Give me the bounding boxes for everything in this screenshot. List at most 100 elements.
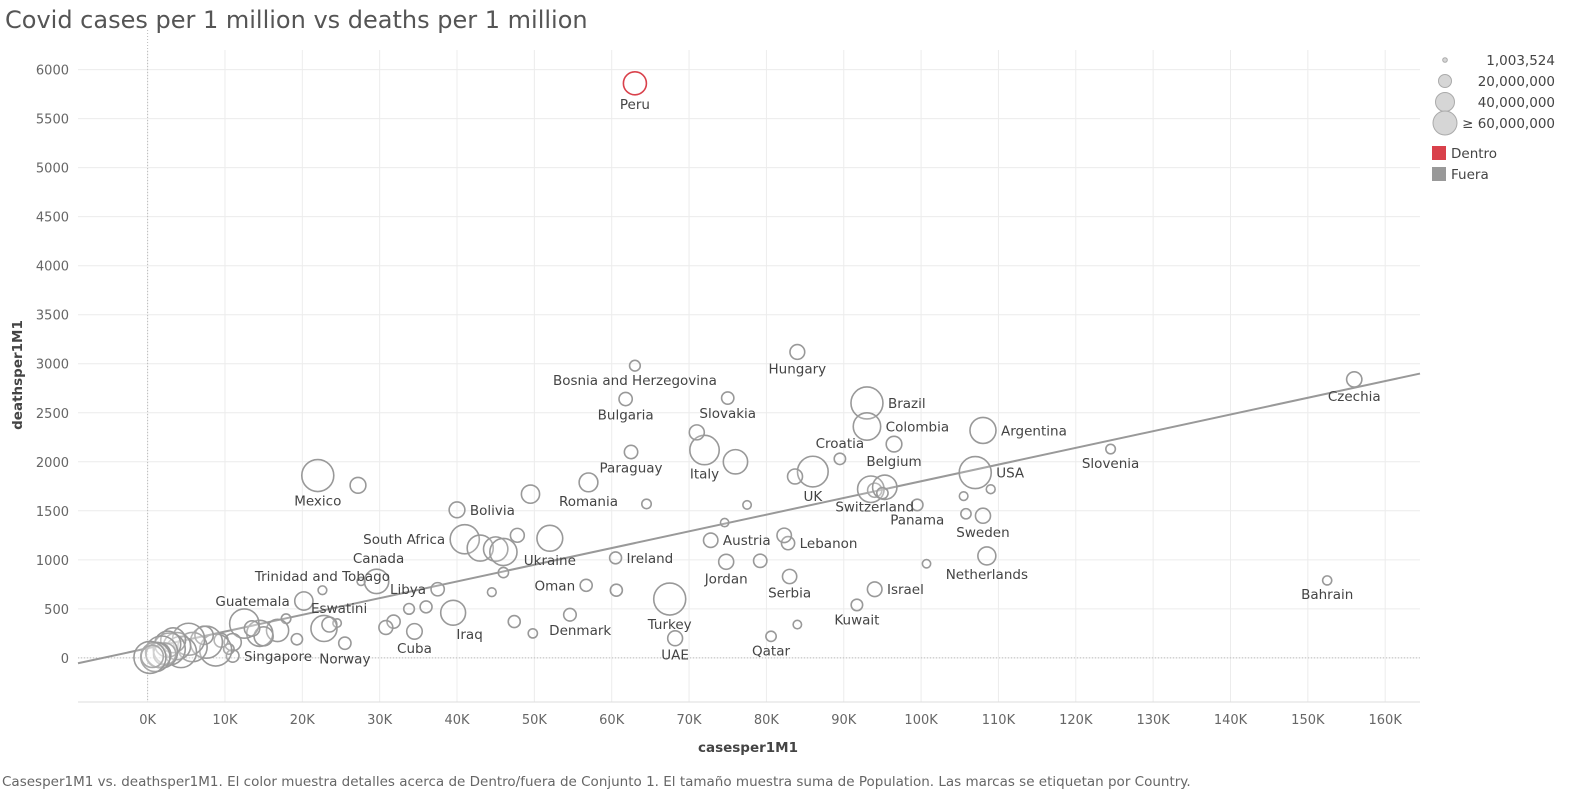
data-point (363, 568, 390, 595)
data-point (850, 598, 864, 612)
point-label: Guatemala (215, 594, 289, 610)
data-point (789, 343, 806, 361)
data-point (378, 619, 394, 636)
data-point (489, 537, 518, 567)
point-label: Qatar (752, 643, 790, 659)
data-point (321, 616, 338, 633)
point-label: Lebanon (800, 536, 858, 552)
y-tick-label: 2000 (36, 456, 69, 471)
data-point (402, 602, 416, 616)
data-point (520, 484, 541, 505)
point-label: Slovakia (699, 406, 756, 422)
data-point (293, 591, 314, 611)
data-point (921, 558, 932, 569)
y-tick-label: 4500 (36, 211, 69, 226)
point-label: Panama (890, 513, 944, 529)
data-point (752, 553, 768, 569)
point-label: Peru (620, 97, 650, 113)
legend-size-marker (1432, 110, 1458, 136)
labels-layer: Peru Czechia Hungary Bosnia and Herzegovina… (215, 97, 1380, 667)
data-point (536, 524, 564, 552)
data-point (243, 619, 261, 637)
data-point (419, 600, 433, 614)
point-label: Kuwait (834, 613, 879, 629)
point-label: Cuba (397, 641, 432, 657)
data-point (969, 416, 997, 445)
data-point (486, 587, 497, 598)
point-label: Mexico (294, 494, 341, 510)
trend-layer (77, 372, 1421, 665)
y-tick-label: 3000 (36, 358, 69, 373)
point-label: Brazil (888, 396, 926, 412)
data-point (618, 391, 634, 407)
data-point (507, 614, 522, 629)
point-label: Belgium (866, 454, 921, 470)
point-label: Bolivia (470, 503, 515, 519)
data-point (792, 619, 803, 630)
point-label: Netherlands (946, 567, 1028, 583)
data-point (623, 444, 639, 460)
data-point (439, 599, 467, 627)
legend-size-marker (1442, 57, 1448, 63)
data-point (719, 517, 730, 528)
point-label: Croatia (816, 436, 865, 452)
point-label: UAE (661, 648, 689, 664)
data-point (720, 391, 735, 406)
axes-layer: 0K 10K 20K 30K 40K 50K 60K 70K 80K 90K 100K 110K 120… (10, 64, 1420, 756)
point-label: South Africa (363, 532, 445, 548)
legend-color-swatch (1432, 146, 1446, 160)
point-label: Romania (559, 494, 618, 510)
point-label: Ukraine (524, 553, 576, 569)
legend-size-label: 40,000,000 (1478, 95, 1555, 111)
point-label: Trinidad and Tobago (254, 569, 390, 585)
scatter-chart: 0K 10K 20K 30K 40K 50K 60K 70K 80K 90K 100K 110K 120… (10, 30, 1555, 756)
data-point (866, 581, 883, 598)
point-label: Czechia (1328, 389, 1381, 405)
data-point (702, 532, 719, 549)
x-tick-label: 110K (982, 713, 1016, 728)
point-label: Norway (319, 651, 370, 667)
data-point (448, 501, 466, 519)
data-point (133, 640, 167, 675)
data-point (977, 546, 997, 566)
data-point (349, 476, 367, 495)
y-tick-label: 6000 (36, 64, 69, 79)
data-point (527, 627, 539, 639)
data-point (974, 507, 992, 525)
data-point (386, 614, 401, 629)
data-point (776, 527, 793, 544)
x-tick-label: 130K (1136, 713, 1170, 728)
data-point (958, 491, 969, 502)
x-tick-label: 10K (212, 713, 238, 728)
data-point (337, 636, 352, 651)
point-label: Bahrain (1301, 587, 1353, 603)
data-point (852, 411, 882, 441)
data-point (960, 507, 972, 520)
y-tick-label: 1500 (36, 505, 69, 520)
point-label: Sweden (956, 525, 1009, 541)
x-tick-label: 70K (677, 713, 703, 728)
data-point (833, 452, 847, 466)
grid-layer (78, 30, 1420, 702)
data-point (985, 484, 996, 495)
data-point (666, 630, 684, 647)
chart-title: Covid cases per 1 million vs deaths per … (5, 6, 588, 34)
y-tick-label: 0 (61, 652, 69, 667)
legend-size-label: ≥ 60,000,000 (1462, 116, 1555, 132)
data-point (850, 386, 884, 420)
data-point (1105, 443, 1117, 455)
data-point (497, 566, 510, 579)
point-label: Hungary (769, 361, 827, 377)
data-point (765, 630, 778, 643)
y-tick-label: 2500 (36, 407, 69, 422)
point-label: Eswatini (311, 601, 367, 617)
point-label: Iraq (456, 627, 482, 643)
data-point (290, 632, 304, 646)
point-label: Denmark (549, 623, 611, 639)
x-tick-label: 120K (1059, 713, 1093, 728)
data-point (885, 435, 903, 453)
point-label: Libya (390, 582, 426, 598)
point-label: Canada (353, 551, 404, 567)
y-axis-title: deathsper1M1 (10, 320, 26, 430)
point-label: Paraguay (600, 461, 663, 477)
